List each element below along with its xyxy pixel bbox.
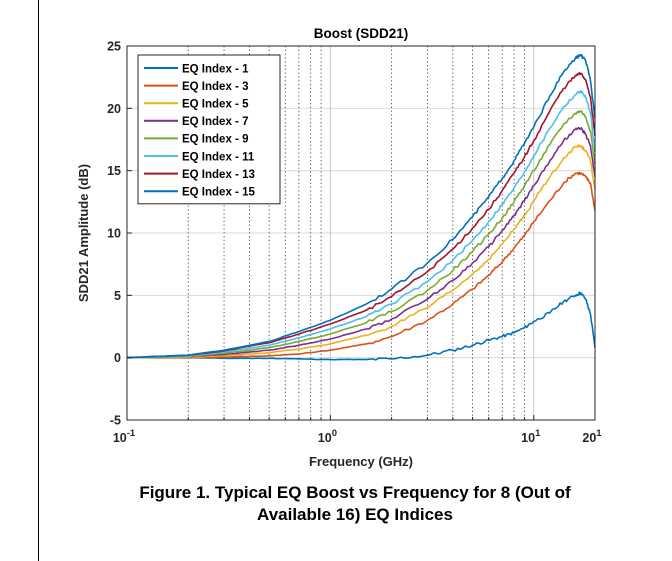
- caption-line-1: Figure 1. Typical EQ Boost vs Frequency …: [139, 483, 571, 502]
- x-tick-base: 10: [318, 431, 332, 445]
- chart-title: Boost (SDD21): [314, 26, 409, 41]
- legend-entry: EQ Index - 7: [182, 116, 248, 128]
- x-tick-base: 10: [113, 431, 127, 445]
- y-axis-ticks: 25 20 15 10 5 0 -5: [107, 40, 132, 428]
- figure-caption: Figure 1. Typical EQ Boost vs Frequency …: [38, 482, 672, 526]
- y-tick-label: 15: [107, 164, 121, 178]
- y-tick-label: 10: [107, 227, 121, 241]
- series-line-1: [126, 291, 596, 361]
- y-tick-label: -5: [110, 414, 121, 428]
- y-tick-label: 0: [114, 351, 121, 365]
- series-line-4: [126, 126, 596, 359]
- legend-entry: EQ Index - 13: [182, 169, 255, 181]
- x-axis-ticks: 10-1 100 101 201: [113, 415, 602, 445]
- x-tick-base: 10: [521, 431, 535, 445]
- series-lines: [126, 53, 596, 361]
- y-tick-label: 5: [114, 289, 121, 303]
- x-tick-exponent: 1: [535, 428, 541, 439]
- x-tick-exponent: 1: [596, 428, 602, 439]
- x-tick-base: 20: [582, 431, 596, 445]
- series-line-8: [126, 53, 596, 359]
- series-line-6: [127, 90, 596, 359]
- legend-entry: EQ Index - 3: [182, 81, 248, 93]
- x-tick-label: 10-1: [113, 428, 136, 445]
- series-line-7: [126, 71, 596, 359]
- legend-box: [137, 54, 281, 205]
- series-line-2: [126, 171, 596, 359]
- legend: EQ Index - 1 EQ Index - 3 EQ Index - 5 EQ I…: [137, 54, 281, 205]
- figure-frame: [38, 0, 672, 561]
- series-line-5: [126, 110, 596, 359]
- y-axis-label: SDD21 Amplitude (dB): [76, 164, 91, 302]
- series-line-3: [126, 144, 596, 359]
- x-tick-label: 101: [521, 428, 541, 445]
- legend-entry: EQ Index - 5: [182, 99, 249, 111]
- x-tick-label: 201: [582, 428, 602, 445]
- legend-entry: EQ Index - 11: [182, 151, 255, 163]
- y-tick-label: 25: [107, 40, 121, 54]
- legend-entry: EQ Index - 9: [182, 134, 248, 146]
- legend-entry: EQ Index - 15: [182, 187, 255, 199]
- x-tick-exponent: -1: [127, 428, 136, 439]
- legend-entry: EQ Index - 1: [182, 63, 249, 75]
- x-tick-label: 100: [318, 428, 337, 445]
- caption-line-2: Available 16) EQ Indices: [257, 505, 453, 524]
- x-tick-exponent: 0: [332, 428, 337, 439]
- y-tick-label: 20: [107, 102, 121, 116]
- x-axis-label: Frequency (GHz): [309, 454, 413, 469]
